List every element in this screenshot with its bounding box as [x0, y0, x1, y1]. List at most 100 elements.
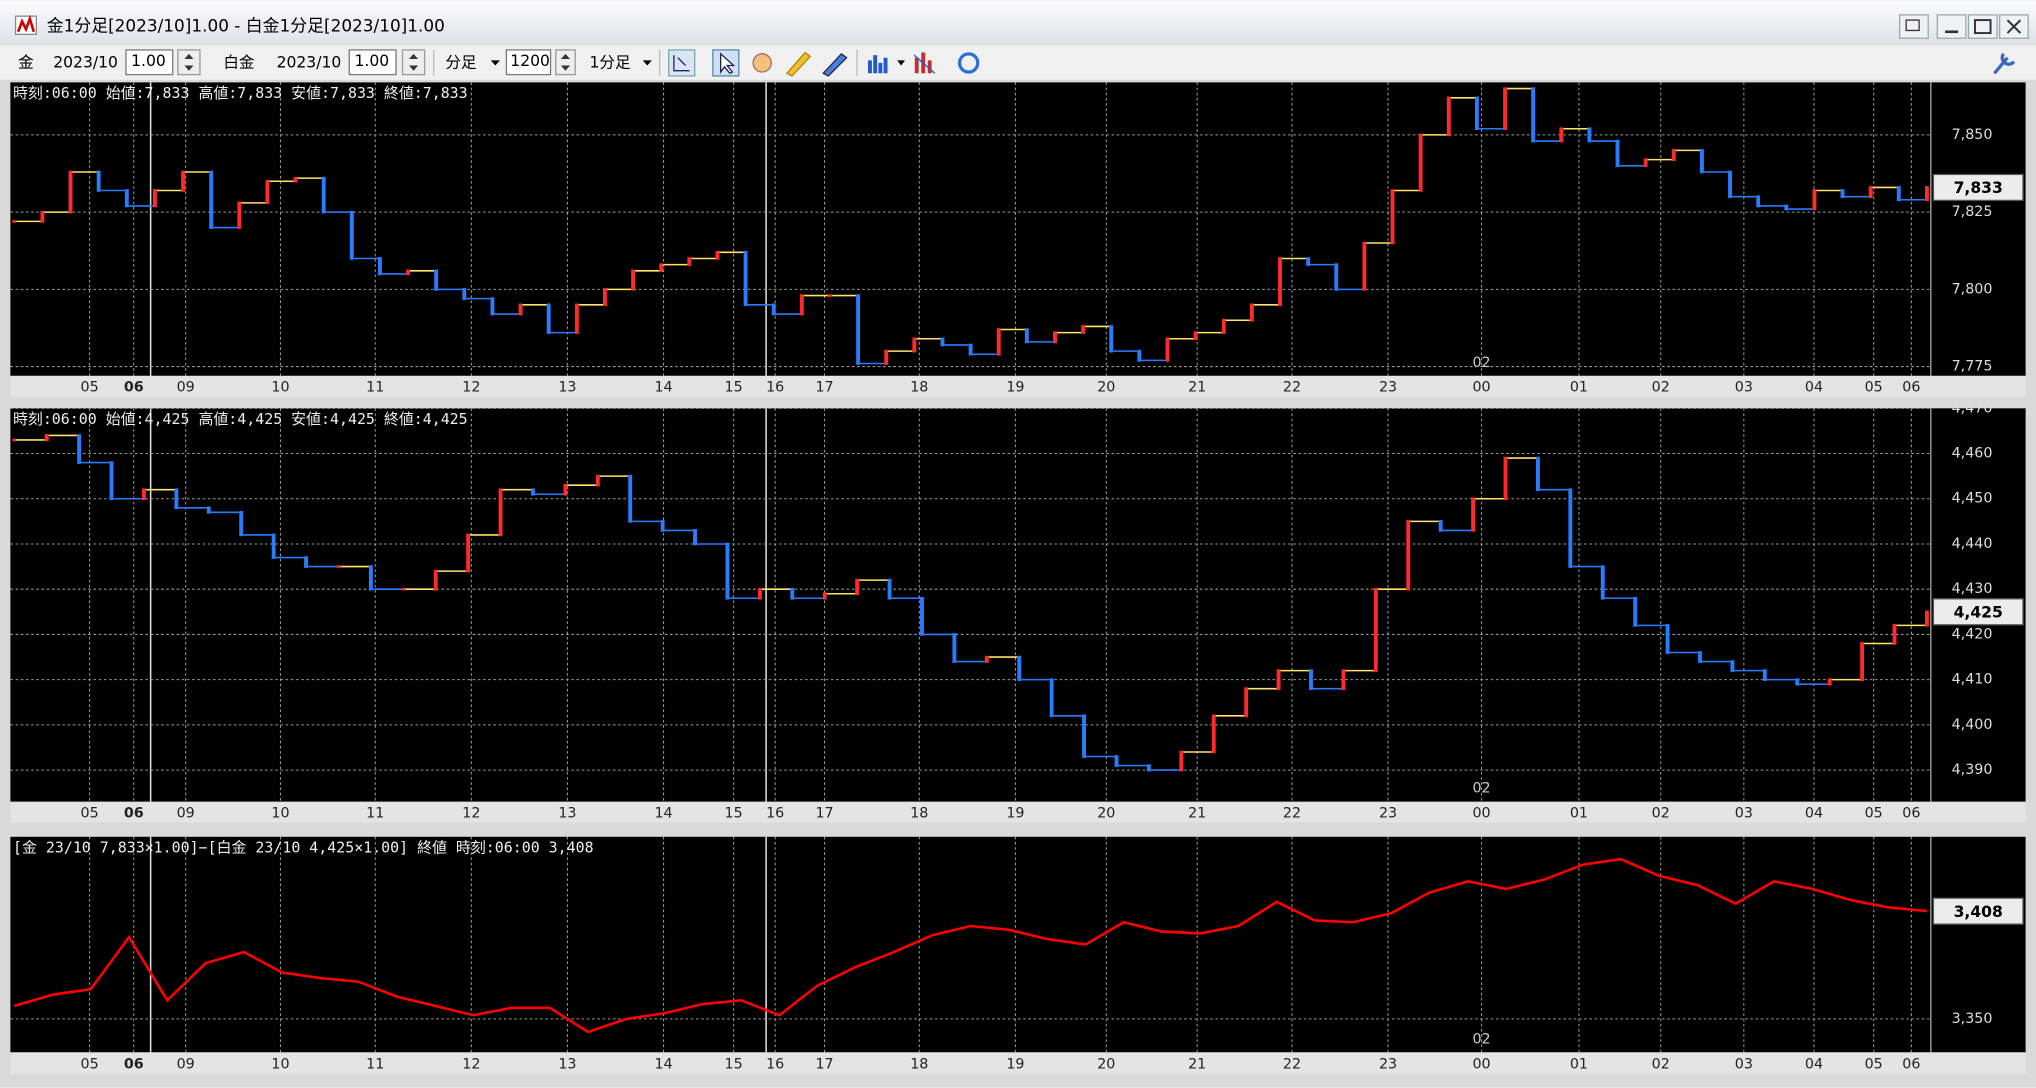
- x-tick-label: 02: [1652, 1057, 1670, 1073]
- x-tick-label: 04: [1805, 380, 1823, 396]
- candle: [1278, 257, 1282, 307]
- spinner[interactable]: [401, 49, 426, 76]
- candle: [1587, 127, 1592, 143]
- x-tick-label: 00: [1472, 380, 1490, 396]
- x-tick-label: 10: [271, 1057, 289, 1073]
- x-tick-label: 21: [1188, 380, 1206, 396]
- x-tick-label: 01: [1570, 1057, 1588, 1073]
- y-tick-label: 4,420: [1952, 626, 1993, 642]
- x-tick-label: 13: [558, 1057, 576, 1073]
- candle: [1114, 755, 1119, 767]
- candle: [518, 303, 523, 316]
- candle: [822, 592, 827, 600]
- candle: [271, 533, 276, 559]
- candle: [603, 288, 607, 307]
- chart-type-tool[interactable]: [868, 55, 906, 74]
- candle: [124, 189, 129, 208]
- x-tick-label: 14: [654, 805, 672, 821]
- candle: [1049, 678, 1054, 718]
- x-tick-label: 06: [124, 805, 144, 821]
- time-axis-background: [10, 1052, 2026, 1075]
- window-buttons[interactable]: [1899, 14, 2029, 39]
- multiplier-input[interactable]: [125, 49, 174, 76]
- candle: [498, 488, 503, 537]
- x-tick-label: 11: [366, 805, 384, 821]
- candle: [1503, 456, 1508, 501]
- x-tick-label: 06: [1902, 380, 1920, 396]
- candle: [1017, 655, 1022, 681]
- x-tick-label: 10: [271, 380, 289, 396]
- candle: [434, 269, 439, 291]
- x-tick-label: 00: [1472, 1057, 1490, 1073]
- draw-tool[interactable]: [822, 52, 848, 77]
- candle: [757, 587, 762, 600]
- candle: [574, 303, 579, 334]
- y-tick-label: 4,390: [1952, 762, 1993, 778]
- refresh-tool[interactable]: [957, 52, 980, 74]
- candle: [1756, 195, 1761, 208]
- candle: [799, 294, 804, 316]
- y-tick-label: 4,430: [1952, 581, 1993, 597]
- last-value-label: 7,833: [1954, 179, 2003, 197]
- candle: [725, 542, 730, 600]
- hand-tool[interactable]: [752, 53, 772, 73]
- plot-background: [10, 82, 1931, 376]
- session-marker: 02: [1472, 781, 1490, 797]
- count-input[interactable]: [505, 49, 552, 76]
- candle: [12, 220, 17, 223]
- candle: [1137, 349, 1142, 362]
- x-tick-label: 17: [815, 805, 833, 821]
- restore-window[interactable]: [1899, 14, 1929, 39]
- candle: [1276, 669, 1281, 690]
- candle: [1446, 96, 1451, 137]
- settings-tool[interactable]: [1993, 52, 2016, 75]
- x-tick-label: 16: [766, 805, 784, 821]
- candle: [1600, 565, 1605, 600]
- x-tick-label: 15: [725, 805, 743, 821]
- tool-button[interactable]: [668, 49, 696, 77]
- spinner[interactable]: [555, 49, 576, 76]
- candle: [1390, 189, 1395, 245]
- indicator-tool[interactable]: [913, 52, 936, 74]
- symbol-label: 金: [18, 53, 34, 71]
- candle: [1699, 149, 1704, 174]
- last-value-box: [1932, 897, 2024, 925]
- candle: [1840, 189, 1845, 198]
- x-tick-label: 03: [1735, 1057, 1753, 1073]
- candle: [952, 633, 957, 663]
- candle: [856, 294, 861, 365]
- y-tick-label: 7,825: [1952, 204, 1993, 220]
- candle: [743, 250, 748, 307]
- spread-line: [13, 857, 1928, 1034]
- candle: [1406, 520, 1411, 591]
- x-tick-label: 20: [1097, 1057, 1115, 1073]
- info-text: 時刻:06:00 始値:7,833 高値:7,833 安値:7,833 終値:7…: [13, 84, 468, 102]
- pointer-tool[interactable]: [712, 49, 740, 77]
- multiplier-input[interactable]: [348, 49, 397, 76]
- x-tick-label: 05: [1865, 1057, 1883, 1073]
- candle: [693, 529, 698, 546]
- unit-dropdown[interactable]: 分足: [445, 53, 477, 71]
- candle: [368, 565, 373, 591]
- spinner[interactable]: [177, 49, 201, 76]
- x-tick-label: 05: [1865, 805, 1883, 821]
- x-tick-label: 17: [815, 380, 833, 396]
- x-tick-label: 22: [1283, 1057, 1301, 1073]
- maximize-button[interactable]: [1967, 14, 1998, 39]
- last-value-box: [1932, 598, 2024, 626]
- minimize-button[interactable]: [1936, 14, 1967, 39]
- x-tick-label: 10: [271, 805, 289, 821]
- candle: [1860, 642, 1865, 681]
- candle: [855, 578, 860, 596]
- candle: [1784, 204, 1789, 211]
- candle: [1309, 669, 1313, 690]
- candle: [406, 269, 411, 276]
- candle: [1341, 669, 1346, 690]
- period-dropdown[interactable]: 1分足: [590, 53, 631, 71]
- pencil-tool[interactable]: [785, 51, 812, 77]
- candle: [1179, 750, 1184, 772]
- candle: [1633, 596, 1638, 627]
- x-tick-label: 09: [177, 380, 195, 396]
